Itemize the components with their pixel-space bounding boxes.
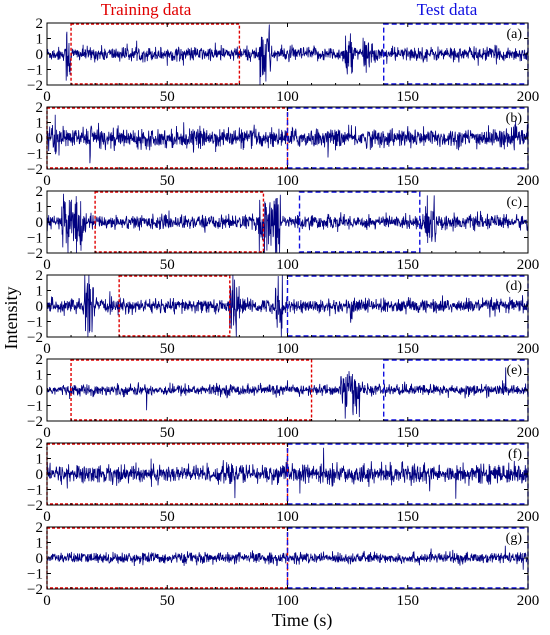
x-tick-label: 150	[397, 89, 420, 105]
y-tick-label: −1	[27, 315, 43, 331]
y-tick-label: −2	[27, 78, 43, 94]
y-tick-label: −2	[27, 498, 43, 514]
y-tick-label: 0	[36, 131, 44, 147]
x-tick-label: 200	[517, 509, 540, 525]
x-tick-label: 0	[43, 341, 51, 357]
signal-trace	[47, 193, 528, 253]
y-tick-label: −1	[27, 147, 43, 163]
panel-f: 210−1−20 50 100 150 200(f)	[27, 436, 539, 525]
x-tick-label: 200	[517, 593, 540, 609]
x-tick-label: 200	[517, 89, 540, 105]
x-tick-label: 150	[397, 425, 420, 441]
x-tick-label: 200	[517, 173, 540, 189]
x-tick-label: 100	[276, 173, 299, 189]
y-tick-label: −1	[27, 231, 43, 247]
x-tick-label: 50	[160, 341, 175, 357]
y-tick-label: 1	[36, 116, 44, 132]
training-window	[118, 275, 231, 337]
y-tick-label: 1	[36, 32, 44, 48]
panel-tag: (g)	[506, 531, 523, 546]
x-tick-label: 100	[276, 257, 299, 273]
x-tick-label: 0	[43, 593, 51, 609]
y-tick-label: −2	[27, 414, 43, 430]
y-tick-label: −2	[27, 246, 43, 262]
y-tick-label: 1	[36, 284, 44, 300]
y-tick-label: 0	[36, 551, 44, 567]
y-tick-label: 1	[36, 536, 44, 552]
x-tick-label: 100	[276, 509, 299, 525]
y-tick-label: 2	[36, 100, 44, 116]
x-tick-label: 150	[397, 593, 420, 609]
x-tick-label: 0	[43, 257, 51, 273]
y-tick-label: −2	[27, 162, 43, 178]
panel-tag: (c)	[506, 195, 522, 210]
panel-c: 210−1−20 50 100 150 200(c)	[27, 184, 539, 273]
y-tick-label: 1	[36, 200, 44, 216]
panel-a: 210−1−20 50 100 150 200(a)	[27, 16, 539, 105]
y-tick-label: 0	[36, 383, 44, 399]
signal-trace	[47, 367, 528, 419]
y-tick-label: −2	[27, 582, 43, 598]
test-data-header: Test data	[417, 0, 478, 19]
panel-tag: (d)	[506, 279, 523, 294]
y-tick-label: 2	[36, 16, 44, 32]
y-tick-label: 1	[36, 452, 44, 468]
y-tick-label: −1	[27, 399, 43, 415]
x-tick-label: 50	[160, 257, 175, 273]
panel-g: 210−1−20 50 100 150 200(g)	[27, 520, 539, 609]
y-tick-label: 0	[36, 47, 44, 63]
x-axis-label: Time (s)	[272, 610, 333, 631]
y-tick-label: 0	[36, 467, 44, 483]
x-tick-label: 200	[517, 257, 540, 273]
x-tick-label: 50	[160, 425, 175, 441]
panel-e: 210−1−20 50 100 150 200(e)	[27, 352, 539, 441]
x-tick-label: 200	[517, 425, 540, 441]
x-tick-label: 50	[160, 593, 175, 609]
x-tick-label: 150	[397, 173, 420, 189]
x-tick-label: 50	[160, 173, 175, 189]
x-tick-label: 200	[517, 341, 540, 357]
x-tick-label: 150	[397, 509, 420, 525]
y-tick-label: −1	[27, 567, 43, 583]
training-window	[94, 191, 265, 253]
x-tick-label: 0	[43, 173, 51, 189]
y-tick-label: −1	[27, 63, 43, 79]
panel-tag: (b)	[506, 111, 523, 126]
y-tick-label: −2	[27, 330, 43, 346]
y-tick-label: 1	[36, 368, 44, 384]
y-tick-label: 2	[36, 352, 44, 368]
x-tick-label: 100	[276, 593, 299, 609]
panels-group: 210−1−20 50 100 150 200(a)210−1−20 50 100 150 20…	[27, 16, 539, 609]
signal-trace	[47, 24, 528, 85]
panel-tag: (f)	[508, 447, 522, 462]
training-window	[70, 23, 241, 85]
x-tick-label: 150	[397, 341, 420, 357]
x-tick-label: 50	[160, 509, 175, 525]
y-axis-label: Intensity	[1, 287, 21, 350]
x-tick-label: 0	[43, 509, 51, 525]
x-tick-label: 100	[276, 341, 299, 357]
y-tick-label: 2	[36, 268, 44, 284]
y-tick-label: 2	[36, 184, 44, 200]
y-tick-label: 2	[36, 436, 44, 452]
y-tick-label: 0	[36, 215, 44, 231]
y-tick-label: 2	[36, 520, 44, 536]
x-tick-label: 150	[397, 257, 420, 273]
y-tick-label: −1	[27, 483, 43, 499]
x-tick-label: 50	[160, 89, 175, 105]
panel-b: 210−1−20 50 100 150 200(b)	[27, 100, 539, 189]
panel-tag: (e)	[506, 363, 522, 378]
y-tick-label: 0	[36, 299, 44, 315]
x-tick-label: 100	[276, 425, 299, 441]
x-tick-label: 100	[276, 89, 299, 105]
x-tick-label: 0	[43, 425, 51, 441]
panel-d: 210−1−20 50 100 150 200(d)	[27, 268, 539, 357]
x-tick-label: 0	[43, 89, 51, 105]
training-data-header: Training data	[101, 0, 192, 19]
panel-tag: (a)	[506, 27, 522, 42]
